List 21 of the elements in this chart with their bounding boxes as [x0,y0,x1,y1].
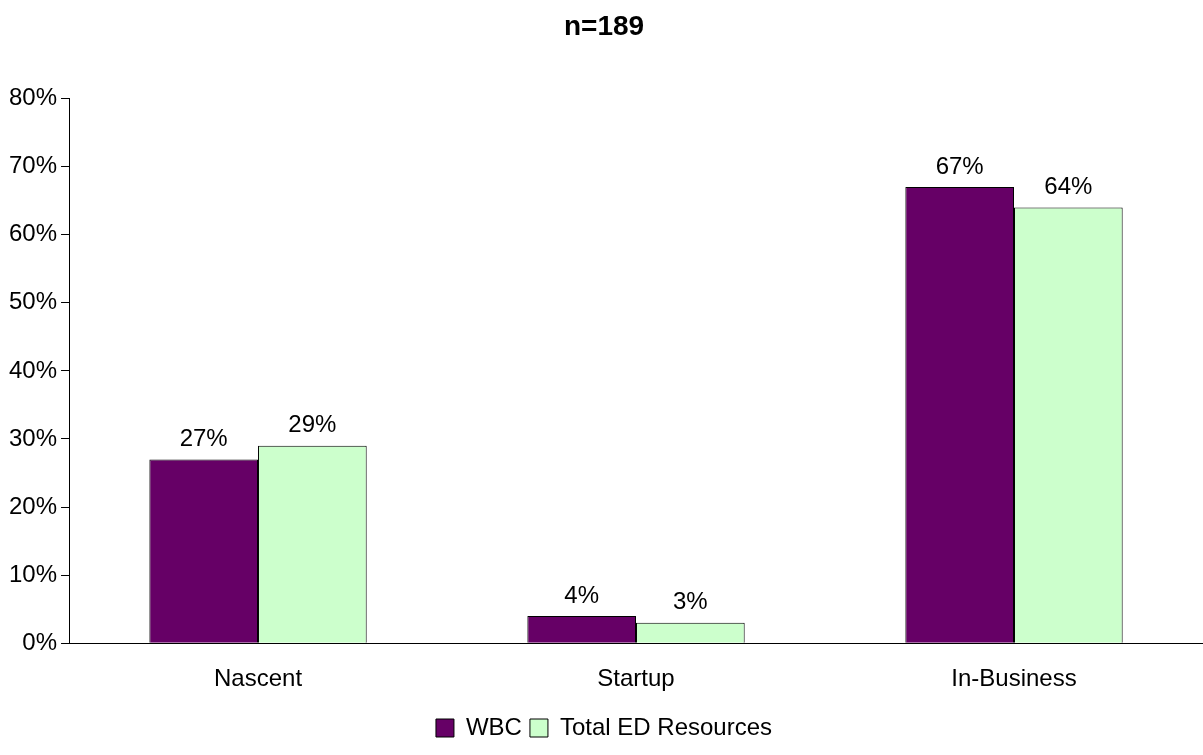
y-tick-label: 60% [8,219,58,247]
data-label: 64% [1044,172,1093,200]
chart-title: n=189 [563,9,645,41]
x-tick-label: Startup [597,664,675,692]
y-tick-label: 50% [8,287,58,315]
y-tick-label: 20% [8,491,58,519]
y-tick-label: 40% [8,355,58,383]
y-tick-label: 30% [8,423,58,451]
y-tick-label: 10% [8,559,58,587]
data-label: 27% [179,424,228,452]
y-tick-label: 80% [8,83,58,111]
y-tick-label: 0% [22,627,58,655]
x-tick-label: Nascent [214,664,303,692]
legend-label: Total ED Resources [559,712,773,740]
data-label: 4% [564,580,600,608]
legend-label: WBC [465,712,522,740]
data-label: 3% [673,587,708,615]
x-tick-label: In-Business [951,664,1077,692]
data-label: 29% [288,410,337,438]
data-label: 67% [935,151,984,179]
y-tick-label: 70% [8,151,58,179]
